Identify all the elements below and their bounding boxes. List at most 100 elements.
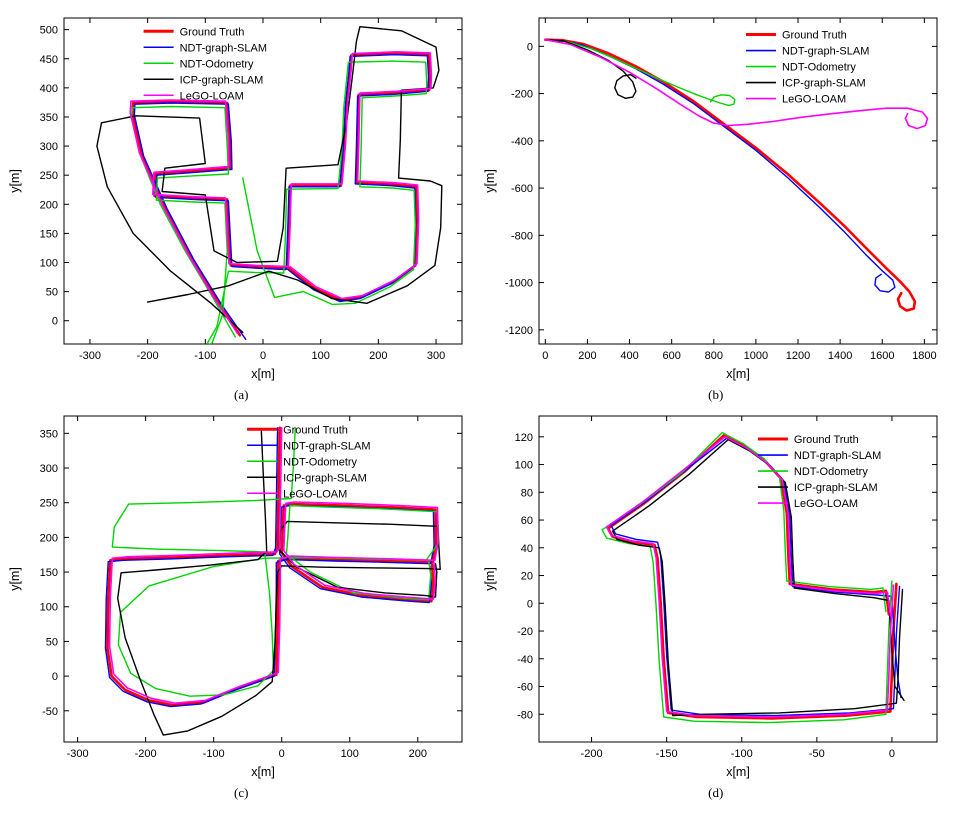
x-tick-label: -200: [137, 350, 159, 362]
series-icp-graph-slam: [96, 26, 443, 334]
legend-label-ndt-graph-slam: NDT-graph-SLAM: [180, 42, 267, 54]
caption-a: (a): [234, 387, 249, 402]
y-tick-label: 400: [40, 83, 58, 95]
legend-label-ndt-odometry: NDT-Odometry: [180, 58, 254, 70]
legend-label-lego-loam: LeGO-LOAM: [283, 488, 347, 500]
y-tick-label: 250: [40, 170, 58, 182]
x-tick-label: -100: [730, 748, 752, 760]
axis-box: [538, 17, 938, 345]
y-tick-label: -60: [517, 682, 533, 694]
x-tick-label: 1800: [912, 350, 936, 362]
y-axis-label: y[m]: [8, 169, 22, 193]
x-tick-label: 0: [542, 350, 548, 362]
series-ndt-graph-slam: [610, 437, 902, 717]
x-tick-label: 1600: [870, 350, 894, 362]
series-icp-graph-slam: [117, 429, 442, 736]
legend-label-icp-graph-slam: ICP-graph-SLAM: [180, 74, 264, 86]
legend-label-ground-truth: Ground Truth: [283, 424, 348, 436]
series-icp-graph-slam: [611, 438, 905, 717]
caption-b: (b): [708, 387, 724, 402]
y-tick-label: -40: [517, 654, 533, 666]
series-ndt-odometry: [601, 431, 893, 724]
series-ground-truth: [543, 38, 916, 312]
x-tick-label: -300: [79, 350, 101, 362]
y-tick-label: 40: [521, 543, 533, 555]
y-tick-label: 200: [40, 199, 58, 211]
plot-area-d: -200 -150 -100 -50 0 -80 -60 -40 -20 0 20 40 60 80 100…: [481, 406, 951, 784]
x-tick-label: 200: [369, 350, 387, 362]
legend-label-ndt-odometry: NDT-Odometry: [794, 466, 868, 478]
y-tick-label: 300: [40, 463, 58, 475]
x-axis-label: x[m]: [726, 367, 750, 381]
caption-d: (d): [708, 785, 724, 800]
series-ground-truth: [131, 52, 432, 337]
chart-svg-a: -300 -200 -100 0 100 200 300 0 50 100 150 200 250 300…: [8, 17, 463, 381]
x-tick-label: 200: [409, 748, 427, 760]
axis-box: [538, 415, 938, 743]
chart-svg-d: -200 -150 -100 -50 0-80-60-40-20020406080100…: [483, 415, 938, 779]
x-tick-label: 800: [704, 350, 722, 362]
subplot-b: 0 200 400 600 800 1000 1200 1400 1600 1800 0 -200 -4…: [481, 8, 952, 404]
x-tick-label: 100: [312, 350, 330, 362]
y-tick-label: 350: [40, 112, 58, 124]
x-tick-label: 100: [341, 748, 359, 760]
legend-label-lego-loam: LeGO-LOAM: [794, 498, 858, 510]
y-tick-label: -800: [511, 230, 533, 242]
x-tick-label: 1200: [786, 350, 810, 362]
legend-label-ndt-odometry: NDT-Odometry: [782, 62, 856, 74]
y-tick-label: 500: [40, 25, 58, 37]
y-tick-label: 0: [52, 671, 58, 683]
plot-area-c: -300 -200 -100 0 100 200 -50 0 50 100 150 200 250 300…: [6, 406, 476, 784]
plot-area-a: -300 -200 -100 0 100 200 300 0 50 100 150 200 250 300…: [6, 8, 476, 386]
y-tick-label: -80: [517, 709, 533, 721]
y-axis-label: y[m]: [8, 567, 22, 591]
series-icp-graph-slam: [544, 39, 637, 99]
x-tick-label: 400: [620, 350, 638, 362]
y-tick-label: 150: [40, 567, 58, 579]
chart-svg-c: -300 -200 -100 0 100 200 -50 0 50 100 150 200 250 300…: [8, 415, 463, 779]
legend-label-ground-truth: Ground Truth: [782, 30, 847, 42]
x-tick-label: 600: [662, 350, 680, 362]
y-tick-label: 50: [46, 287, 58, 299]
x-tick-label: -150: [655, 748, 677, 760]
x-tick-label: 1400: [828, 350, 852, 362]
legend-label-ndt-odometry: NDT-Odometry: [283, 456, 357, 468]
x-tick-label: 0: [889, 748, 895, 760]
subplot-grid: -300 -200 -100 0 100 200 300 0 50 100 150 200 250 300…: [6, 8, 951, 802]
legend-label-icp-graph-slam: ICP-graph-SLAM: [283, 472, 367, 484]
subplot-c: -300 -200 -100 0 100 200 -50 0 50 100 150 200 250 300…: [6, 406, 477, 802]
x-tick-label: 300: [427, 350, 445, 362]
y-tick-label: 120: [514, 432, 532, 444]
series-ndt-odometry: [544, 39, 736, 107]
legend-label-icp-graph-slam: ICP-graph-SLAM: [794, 482, 878, 494]
legend-label-ndt-graph-slam: NDT-graph-SLAM: [794, 450, 881, 462]
x-tick-label: 1000: [743, 350, 767, 362]
y-tick-label: 300: [40, 141, 58, 153]
y-tick-label: 80: [521, 487, 533, 499]
legend-label-ndt-graph-slam: NDT-graph-SLAM: [782, 46, 869, 58]
y-tick-label: -50: [42, 706, 58, 718]
x-tick-label: -200: [135, 748, 157, 760]
x-tick-label: -300: [67, 748, 89, 760]
y-tick-label: -200: [511, 89, 533, 101]
y-tick-label: 0: [527, 41, 533, 53]
legend-label-ground-truth: Ground Truth: [794, 434, 859, 446]
legend-label-lego-loam: LeGO-LOAM: [180, 90, 244, 102]
x-axis-label: x[m]: [251, 367, 275, 381]
y-tick-label: 100: [40, 258, 58, 270]
series-lego-loam: [129, 51, 433, 335]
legend-label-ndt-graph-slam: NDT-graph-SLAM: [283, 440, 370, 452]
y-axis-label: y[m]: [483, 169, 497, 193]
y-tick-label: 450: [40, 54, 58, 66]
series-lego-loam: [109, 427, 440, 704]
y-tick-label: 50: [46, 636, 58, 648]
y-tick-label: -20: [517, 626, 533, 638]
x-tick-label: 0: [260, 350, 266, 362]
y-axis-label: y[m]: [483, 567, 497, 591]
series-ndt-odometry: [131, 60, 428, 344]
y-tick-label: 200: [40, 532, 58, 544]
axis-box: [63, 17, 463, 345]
x-tick-label: -100: [203, 748, 225, 760]
y-tick-label: -400: [511, 136, 533, 148]
